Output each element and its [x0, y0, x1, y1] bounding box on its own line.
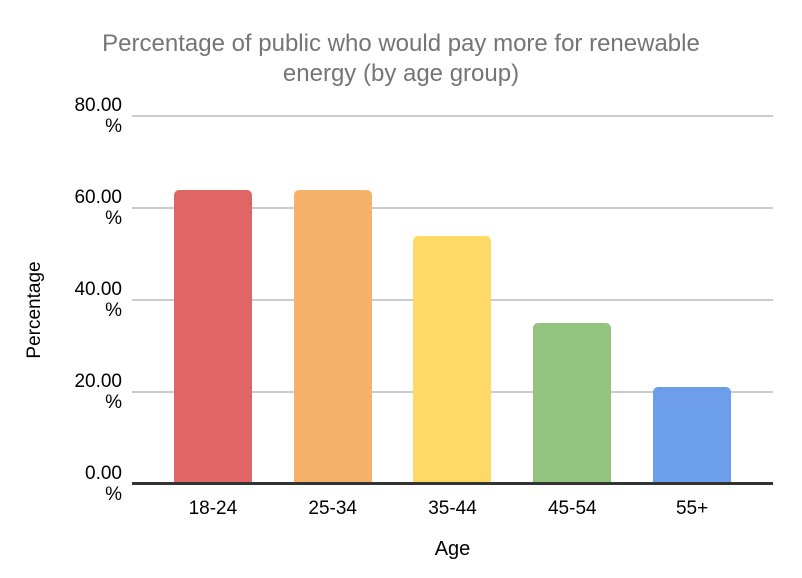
x-axis-tick-18-24: 18-24 [188, 498, 238, 519]
y-tick-unit: % [105, 300, 122, 321]
y-tick-value: 0.00 [85, 463, 122, 484]
chart-title-line2: energy (by age group) [282, 60, 520, 87]
y-tick-value: 60.00 [74, 187, 122, 208]
y-axis-tick-40.00: 40.00% [0, 279, 122, 321]
y-axis-tick-60.00: 60.00% [0, 187, 122, 229]
x-axis-tick-25-34: 25-34 [308, 498, 357, 519]
y-axis-tick-0.00: 0.00% [0, 463, 122, 505]
x-axis-line [132, 482, 773, 485]
y-tick-unit: % [105, 392, 122, 413]
y-axis-title: Percentage [24, 261, 45, 359]
x-axis-tick-45-54: 45-54 [547, 498, 597, 519]
bar-slot-55+ [632, 116, 752, 484]
y-axis-tick-80.00: 80.00% [0, 95, 122, 137]
x-axis-tick-labels: 18-24 25-34 35-44 45-54 55+ [132, 498, 773, 520]
bar-55+[interactable] [653, 387, 732, 484]
y-tick-unit: % [105, 484, 122, 505]
plot-area [132, 115, 773, 485]
x-axis-tick-55+: 55+ [675, 498, 709, 519]
bar-18-24[interactable] [173, 189, 252, 484]
bar-slot-45-54 [512, 116, 632, 484]
y-tick-unit: % [105, 116, 122, 137]
x-axis-tick-35-44: 35-44 [428, 498, 477, 519]
chart-title: Percentage of public who would pay more … [0, 29, 802, 89]
gridline-80 [132, 115, 773, 117]
y-tick-value: 40.00 [74, 279, 122, 300]
x-axis-title: Age [434, 538, 471, 560]
gridline-60 [132, 207, 773, 209]
bar-35-44[interactable] [413, 235, 492, 484]
bar-45-54[interactable] [533, 323, 612, 484]
y-axis-tick-20.00: 20.00% [0, 371, 122, 413]
y-tick-unit: % [105, 208, 122, 229]
chart-title-line1: Percentage of public who would pay more … [102, 30, 700, 57]
bars-container [132, 116, 773, 484]
y-tick-value: 20.00 [74, 371, 122, 392]
bar-25-34[interactable] [293, 189, 372, 484]
y-axis-tick-labels: 80.00% 60.00% 40.00% 20.00% 0.00% [0, 0, 122, 578]
bar-slot-18-24 [153, 116, 273, 484]
y-tick-value: 80.00 [74, 95, 122, 116]
bar-slot-35-44 [393, 116, 513, 484]
bar-slot-25-34 [273, 116, 393, 484]
